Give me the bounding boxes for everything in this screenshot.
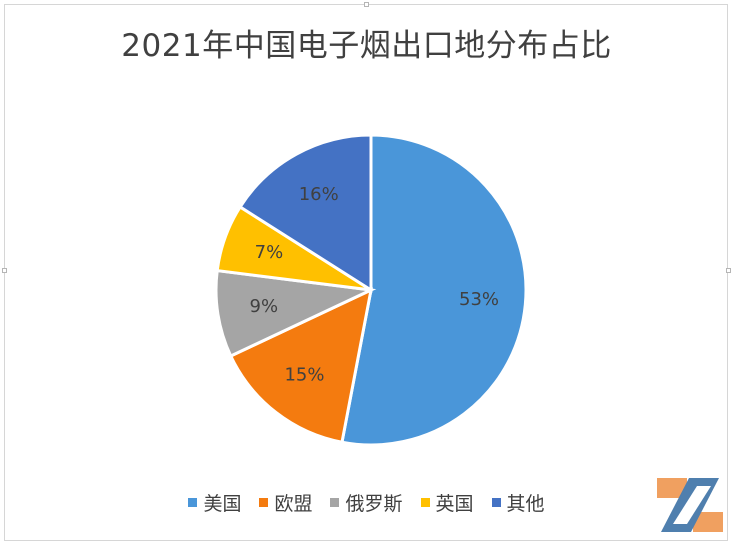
legend-label: 其他	[506, 492, 545, 515]
data-label-1: 53%	[459, 289, 499, 310]
legend-item-2: 欧盟	[259, 489, 312, 516]
data-label-2: 15%	[284, 365, 324, 386]
legend-item-4: 英国	[420, 489, 474, 516]
chart-title: 2021年中国电子烟出口地分布占比	[121, 28, 612, 64]
pie-slice-2	[228, 287, 374, 445]
legend: 美国 欧盟 俄罗斯 英国 其他	[0, 488, 733, 516]
legend-swatch	[491, 497, 501, 507]
legend-label: 欧盟	[274, 492, 313, 515]
data-label-4: 7%	[255, 242, 284, 263]
pie-slice-3	[214, 268, 377, 358]
legend-label: 俄罗斯	[345, 492, 403, 515]
pie-slice-5	[238, 133, 373, 293]
legend-label: 美国	[203, 492, 242, 515]
legend-item-5: 其他	[491, 489, 545, 516]
data-label-5: 16%	[299, 184, 339, 205]
legend-swatch	[330, 497, 340, 507]
pie-slice-1	[340, 133, 528, 447]
legend-swatch	[420, 497, 430, 507]
legend-item-3: 俄罗斯	[330, 489, 403, 516]
brand-logo-icon	[657, 478, 723, 532]
legend-swatch	[188, 497, 198, 507]
resize-handle-left[interactable]	[2, 268, 7, 273]
legend-item-1: 美国	[188, 489, 241, 516]
data-label-3: 9%	[250, 296, 279, 317]
resize-handle-top[interactable]	[364, 2, 369, 7]
legend-label: 英国	[435, 492, 474, 515]
resize-handle-right[interactable]	[726, 268, 731, 273]
legend-swatch	[259, 497, 269, 507]
